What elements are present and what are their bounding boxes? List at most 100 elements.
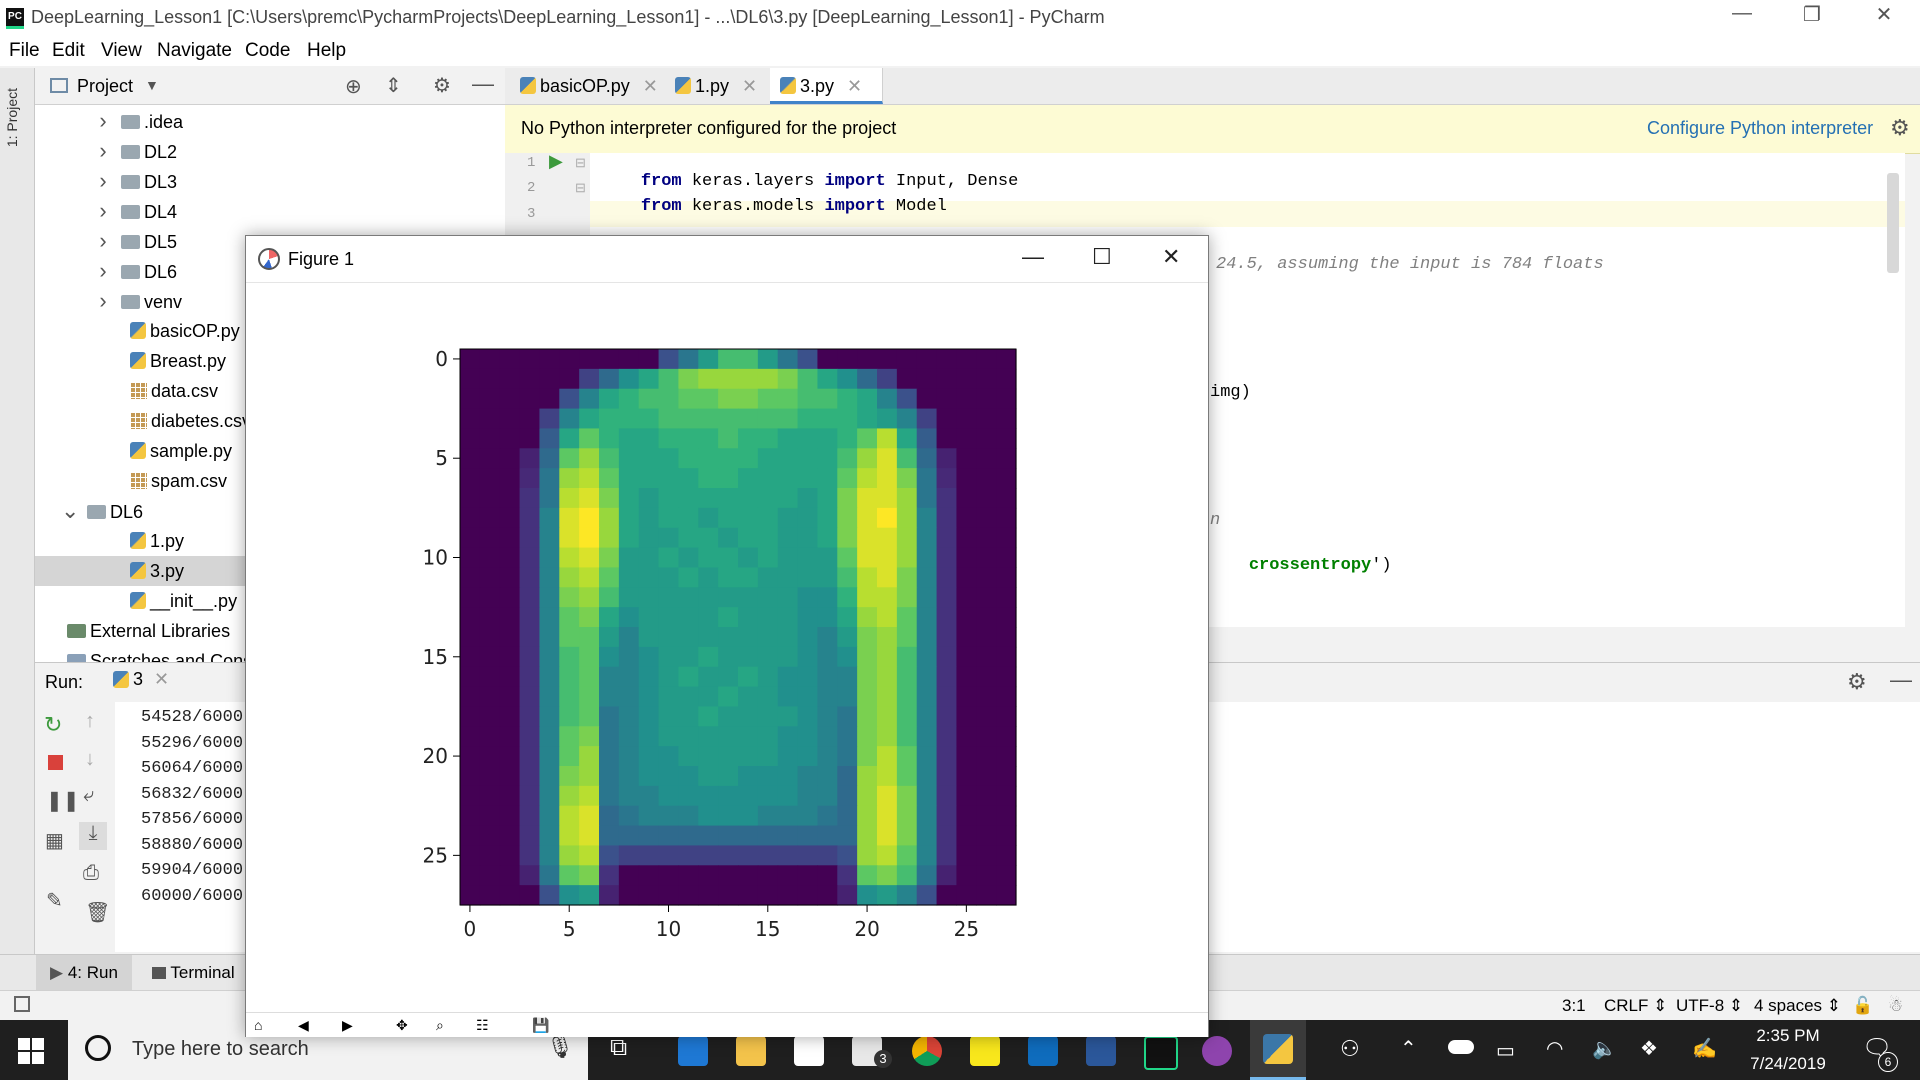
menu-view[interactable]: View (101, 40, 142, 61)
run-gutter-icon[interactable]: ▶ (549, 151, 563, 171)
chevron-down-icon[interactable]: ▼ (145, 77, 159, 93)
tree-item[interactable]: data.csv (35, 376, 505, 406)
up-arrow-icon[interactable]: ↑ (85, 710, 95, 732)
chevron-down-icon[interactable]: ⌄ (61, 498, 80, 523)
chevron-right-icon[interactable]: › (99, 138, 107, 163)
microphone-icon[interactable]: 🎙 (546, 1034, 574, 1059)
tree-item[interactable]: diabetes.csv (35, 406, 505, 436)
menu-help[interactable]: Help (307, 40, 347, 61)
rerun-icon[interactable]: ↻ (44, 712, 63, 737)
editor-scrollbar[interactable] (1887, 173, 1899, 273)
gear-icon[interactable]: ⚙ (433, 75, 451, 97)
run-tool-tab[interactable]: ▶ 4: Run (36, 955, 132, 991)
pin-icon[interactable]: ✎ (46, 890, 63, 912)
file-explorer-icon[interactable] (736, 1036, 766, 1066)
layout-icon[interactable]: ▦ (45, 830, 64, 852)
battery-icon[interactable]: ▭ (1496, 1040, 1515, 1062)
fold-icon[interactable]: ⊟ (575, 180, 586, 195)
onedrive-icon[interactable] (1448, 1040, 1474, 1054)
status-toggle-icon[interactable] (14, 996, 30, 1012)
chevron-right-icon[interactable]: › (99, 108, 107, 133)
minimize-button[interactable]: — (1732, 2, 1752, 24)
people-icon[interactable]: ⚇ (1340, 1036, 1360, 1061)
tree-item[interactable]: Scratches and Consoles (35, 646, 505, 662)
tree-item[interactable]: ⌄ DL6 (35, 496, 505, 526)
github-desktop-icon[interactable] (1202, 1036, 1232, 1066)
task-view-icon[interactable]: ⧉ (610, 1034, 628, 1061)
tree-item[interactable]: Breast.py (35, 346, 505, 376)
close-icon[interactable]: ✕ (847, 76, 863, 96)
down-arrow-icon[interactable]: ↓ (85, 748, 95, 770)
tree-item[interactable]: › DL3 (35, 166, 505, 196)
word-icon[interactable] (1086, 1036, 1116, 1066)
tree-item[interactable]: › DL2 (35, 136, 505, 166)
menu-edit[interactable]: Edit (52, 40, 85, 61)
start-button[interactable] (18, 1038, 46, 1064)
lock-icon[interactable]: 🔓 (1852, 996, 1874, 1015)
tree-item[interactable]: External Libraries (35, 616, 505, 646)
save-icon[interactable]: 💾 (532, 1017, 550, 1033)
store-icon[interactable] (794, 1036, 824, 1066)
close-icon[interactable]: ✕ (642, 76, 658, 96)
close-button[interactable]: ✕ (1875, 4, 1893, 26)
pause-icon[interactable]: ❚❚ (46, 790, 80, 812)
chevron-right-icon[interactable]: › (99, 258, 107, 283)
line-separator[interactable]: CRLF ⇕ (1604, 996, 1668, 1015)
chrome-icon[interactable] (912, 1036, 942, 1066)
file-encoding[interactable]: UTF-8 ⇕ (1676, 996, 1744, 1015)
forward-icon[interactable]: ▶ (342, 1017, 353, 1033)
tree-item[interactable]: __init__.py (35, 586, 505, 616)
close-button[interactable]: ✕ (1162, 244, 1181, 269)
cursor-position[interactable]: 3:1 (1562, 996, 1586, 1015)
clock-date[interactable]: 7/24/2019 (1750, 1054, 1826, 1073)
sticky-notes-icon[interactable] (970, 1036, 1000, 1066)
collapse-all-icon[interactable]: ⇕ (385, 75, 402, 97)
pen-icon[interactable]: ✍ (1692, 1038, 1717, 1060)
tree-item[interactable]: › DL4 (35, 196, 505, 226)
python-figure-taskbar-button[interactable] (1250, 1020, 1306, 1080)
outlook-icon[interactable] (1028, 1036, 1058, 1066)
tree-item[interactable]: › venv (35, 286, 505, 316)
tree-item[interactable]: spam.csv (35, 466, 505, 496)
volume-icon[interactable]: 🔈 (1592, 1038, 1617, 1060)
zoom-icon[interactable]: ⌕ (436, 1017, 444, 1033)
tree-item[interactable]: sample.py (35, 436, 505, 466)
hide-panel-icon[interactable]: — (1890, 667, 1912, 692)
pycharm-taskbar-icon[interactable] (1144, 1036, 1178, 1070)
tab-1py[interactable]: 1.py ✕ (665, 68, 776, 104)
figure-canvas[interactable]: 0 5 10 15 20 25 0 5 10 15 20 25 (246, 282, 1208, 1036)
project-view-title[interactable]: Project (77, 76, 134, 96)
restore-button[interactable]: ❐ (1803, 4, 1821, 26)
fold-icon[interactable]: ⊟ (575, 155, 586, 170)
tree-item[interactable]: basicOP.py (35, 316, 505, 346)
project-tool-tab[interactable]: 1: Project (4, 88, 20, 148)
chevron-right-icon[interactable]: › (99, 168, 107, 193)
menu-code[interactable]: Code (245, 40, 291, 61)
tab-3py[interactable]: 3.py ✕ (770, 68, 883, 104)
configure-interpreter-link[interactable]: Configure Python interpreter (1647, 118, 1874, 138)
edge-icon[interactable] (678, 1036, 708, 1066)
gear-icon[interactable]: ⚙ (1847, 669, 1867, 694)
wifi-icon[interactable]: ◠ (1546, 1038, 1564, 1060)
tab-basicop[interactable]: basicOP.py ✕ (510, 68, 673, 104)
chevron-right-icon[interactable]: › (99, 228, 107, 253)
hide-panel-icon[interactable]: — (472, 71, 494, 96)
chevron-right-icon[interactable]: › (99, 198, 107, 223)
trash-icon[interactable]: 🗑 (85, 902, 111, 924)
menu-navigate[interactable]: Navigate (157, 40, 232, 61)
minimize-button[interactable]: — (1022, 244, 1044, 269)
run-tab[interactable]: 3 ✕ (107, 669, 175, 699)
close-icon[interactable]: ✕ (742, 76, 758, 96)
inspector-icon[interactable]: ☃ (1888, 996, 1904, 1015)
menu-file[interactable]: File (9, 40, 40, 61)
scroll-to-end-icon[interactable]: ⤓ (79, 822, 107, 850)
tree-item[interactable]: › .idea (35, 106, 505, 136)
home-icon[interactable]: ⌂ (254, 1017, 263, 1033)
maximize-button[interactable]: ☐ (1092, 244, 1112, 269)
stop-icon[interactable] (48, 755, 63, 770)
dropbox-icon[interactable]: ❖ (1640, 1038, 1658, 1060)
tree-item[interactable]: › DL5 (35, 226, 505, 256)
close-icon[interactable]: ✕ (154, 669, 170, 689)
back-icon[interactable]: ◀ (298, 1017, 309, 1033)
pan-icon[interactable]: ✥ (396, 1017, 408, 1033)
